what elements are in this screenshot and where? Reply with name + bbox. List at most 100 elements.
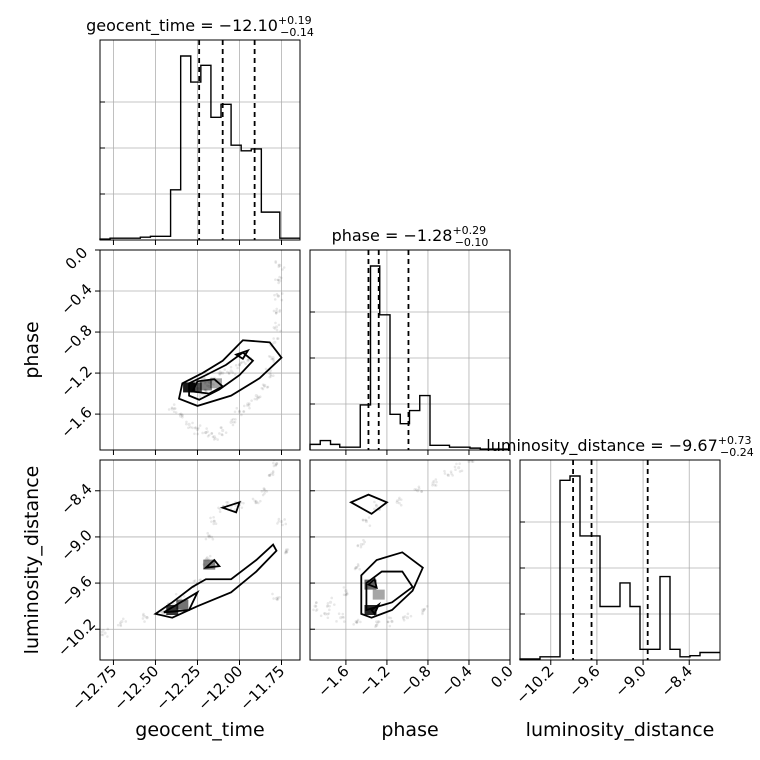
- sample-point: [398, 501, 401, 505]
- sample-point: [277, 323, 281, 327]
- sample-point: [273, 298, 277, 301]
- sample-point: [274, 278, 277, 281]
- sample-point: [435, 480, 438, 484]
- sample-point: [257, 396, 261, 399]
- sample-point: [254, 499, 258, 503]
- sample-point: [233, 373, 237, 376]
- sample-point: [283, 518, 286, 521]
- sample-point: [328, 604, 331, 608]
- sample-point: [417, 485, 421, 489]
- panel-title-lower-error: −0.10: [455, 236, 489, 249]
- sample-point: [280, 298, 284, 302]
- sample-point: [227, 372, 231, 376]
- sample-point: [342, 586, 346, 589]
- sample-point: [415, 488, 418, 491]
- sample-point: [275, 462, 279, 465]
- sample-point: [355, 621, 359, 625]
- sample-point: [119, 623, 123, 626]
- density-cell: [209, 378, 222, 389]
- sample-point: [210, 520, 213, 523]
- contour-line: [219, 500, 241, 514]
- sample-point: [352, 623, 355, 626]
- sample-point: [267, 354, 271, 358]
- sample-point: [218, 432, 221, 435]
- sample-point: [314, 604, 318, 608]
- sample-point: [239, 361, 243, 365]
- panel-title-lower-error: −0.24: [720, 446, 754, 459]
- sample-point: [359, 620, 362, 624]
- sample-point: [421, 608, 425, 612]
- sample-point: [229, 369, 233, 373]
- sample-point: [174, 411, 178, 414]
- sample-point: [467, 460, 471, 464]
- sample-point: [267, 474, 271, 477]
- sample-point: [145, 615, 149, 619]
- sample-point: [212, 438, 216, 441]
- sample-point: [322, 612, 326, 615]
- sample-point: [172, 410, 176, 414]
- panel-title-lower-error: −0.14: [280, 26, 314, 39]
- sample-point: [274, 325, 279, 329]
- sample-point: [217, 371, 221, 375]
- sample-point: [274, 596, 279, 601]
- panel-content: [100, 250, 300, 450]
- sample-point: [450, 472, 453, 475]
- x-tick-label: −12.75: [68, 662, 120, 714]
- density-cell: [189, 382, 202, 393]
- sample-point: [319, 614, 323, 618]
- sample-point: [271, 592, 274, 596]
- sample-point: [284, 549, 288, 553]
- sample-point: [205, 427, 208, 430]
- sample-point: [420, 490, 423, 494]
- sample-point: [191, 426, 194, 430]
- x-tick-label: −12.50: [110, 662, 162, 714]
- sample-point: [315, 601, 318, 604]
- sample-point: [272, 337, 275, 340]
- sample-point: [395, 499, 399, 502]
- sample-point: [339, 616, 343, 620]
- sample-point: [119, 624, 123, 628]
- sample-point: [284, 522, 288, 526]
- sample-point: [354, 619, 358, 624]
- contour-line: [349, 493, 389, 515]
- sample-point: [357, 564, 360, 568]
- sample-point: [207, 557, 210, 561]
- sample-point: [315, 608, 319, 611]
- sample-point: [142, 612, 145, 616]
- sample-point: [207, 433, 211, 437]
- sample-point: [274, 462, 279, 466]
- sample-point: [187, 426, 190, 430]
- sample-point: [314, 601, 318, 605]
- sample-point: [106, 635, 109, 638]
- sample-point: [364, 519, 369, 524]
- sample-point: [328, 608, 331, 612]
- sample-point: [272, 597, 275, 600]
- sample-point: [453, 465, 457, 469]
- sample-point: [420, 490, 423, 493]
- sample-point: [227, 371, 231, 375]
- sample-point: [254, 394, 258, 398]
- sample-point: [406, 612, 410, 616]
- sample-point: [470, 460, 474, 463]
- sample-point: [272, 309, 276, 313]
- sample-point: [191, 421, 194, 425]
- sample-point: [364, 519, 368, 522]
- sample-point: [101, 633, 105, 637]
- contour-line: [191, 378, 225, 395]
- sample-point: [212, 435, 216, 439]
- sample-point: [269, 374, 273, 378]
- y-tick-label: −0.4: [57, 280, 95, 318]
- sample-point: [240, 361, 243, 364]
- panel-title-geocent_time: geocent_time = −12.10+0.19 −0.14: [86, 14, 314, 39]
- sample-point: [233, 508, 237, 511]
- sample-point: [274, 309, 279, 314]
- sample-point: [234, 504, 237, 508]
- sample-point: [231, 423, 235, 427]
- sample-point: [218, 507, 222, 511]
- sample-point: [179, 596, 183, 601]
- sample-point: [198, 395, 202, 399]
- sample-point: [471, 460, 475, 464]
- sample-point: [203, 377, 206, 380]
- sample-point: [231, 371, 235, 375]
- sample-point: [218, 372, 222, 376]
